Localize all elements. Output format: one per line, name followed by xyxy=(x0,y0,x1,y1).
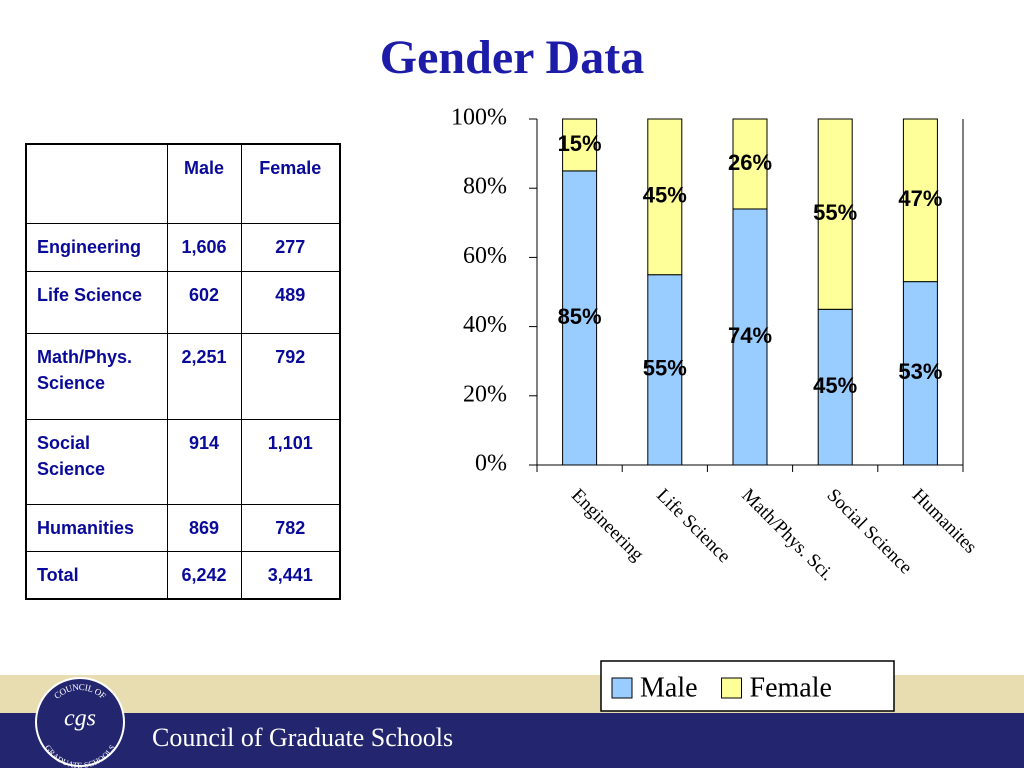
y-tick-label: 40% xyxy=(463,312,507,338)
bar-segment xyxy=(902,118,938,283)
table-cell: 1,101 xyxy=(240,418,341,505)
data-label: 55% xyxy=(643,356,687,381)
y-tick-label: 20% xyxy=(463,381,507,407)
logo xyxy=(35,677,125,767)
bar-segment xyxy=(817,118,853,310)
table-cell: Female xyxy=(240,143,341,224)
y-tick-label: 80% xyxy=(463,174,507,200)
table-cell: Social Science xyxy=(25,418,168,505)
table-cell: 914 xyxy=(166,418,242,505)
x-tick-label: Math/Phys. Sci. xyxy=(737,485,837,585)
table-cell: 3,441 xyxy=(240,550,341,599)
table-cell: 489 xyxy=(240,270,341,334)
logo-mark: cgs xyxy=(64,706,96,732)
x-tick-label: Humanites xyxy=(908,485,981,558)
legend-box xyxy=(600,660,895,712)
data-label: 53% xyxy=(898,359,942,384)
data-label: 45% xyxy=(813,373,857,398)
data-label: 74% xyxy=(728,323,772,348)
table-row: Life Science 602 489 xyxy=(25,270,341,334)
table-cell: 782 xyxy=(240,503,341,552)
table-cell: 602 xyxy=(166,270,242,334)
data-label: 47% xyxy=(898,186,942,211)
data-label: 55% xyxy=(813,200,857,225)
footer-bar xyxy=(0,713,1024,768)
x-tick-label: Social Science xyxy=(823,485,917,579)
bar-segment xyxy=(647,118,683,276)
table-cell: Life Science xyxy=(25,270,168,334)
slide-title: Gender Data xyxy=(379,31,645,84)
table-cell: Math/Phys. Science xyxy=(25,332,168,420)
table-cell: 1,606 xyxy=(166,222,242,272)
y-tick-label: 100% xyxy=(451,105,507,131)
legend-label: Female xyxy=(750,672,832,703)
footer-org: Council of Graduate Schools xyxy=(152,723,453,752)
bar-segment xyxy=(732,118,768,210)
table-row: Total 6,242 3,441 xyxy=(25,550,341,599)
bar-segment xyxy=(902,281,938,466)
legend-swatch xyxy=(721,677,743,699)
table-cell: 792 xyxy=(240,332,341,420)
data-label: 85% xyxy=(558,304,602,329)
x-tick-label: Engineering xyxy=(567,485,648,566)
legend-swatch xyxy=(611,677,633,699)
table-cell: Male xyxy=(166,143,242,224)
x-tick-label: Life Science xyxy=(652,485,734,567)
table-row: Humanities 869 782 xyxy=(25,503,341,552)
legend-label: Male xyxy=(640,672,698,703)
table-cell: 869 xyxy=(166,503,242,552)
table-cell: Total xyxy=(25,550,168,599)
data-table: Male Female Engineering 1,606 277 Life Scienc… xyxy=(25,143,341,600)
data-label: 15% xyxy=(558,131,602,156)
bar-segment xyxy=(562,118,598,172)
table-cell: Humanities xyxy=(25,503,168,552)
y-tick-label: 60% xyxy=(463,243,507,269)
table-row: Engineering 1,606 277 xyxy=(25,222,341,272)
table-row: Math/Phys. Science 2,251 792 xyxy=(25,332,341,420)
y-tick-label: 0% xyxy=(475,451,507,477)
table-row: Social Science 914 1,101 xyxy=(25,418,341,505)
data-label: 45% xyxy=(643,183,687,208)
table-cell: 6,242 xyxy=(166,550,242,599)
data-label: 26% xyxy=(728,150,772,175)
table-cell: Engineering xyxy=(25,222,168,272)
